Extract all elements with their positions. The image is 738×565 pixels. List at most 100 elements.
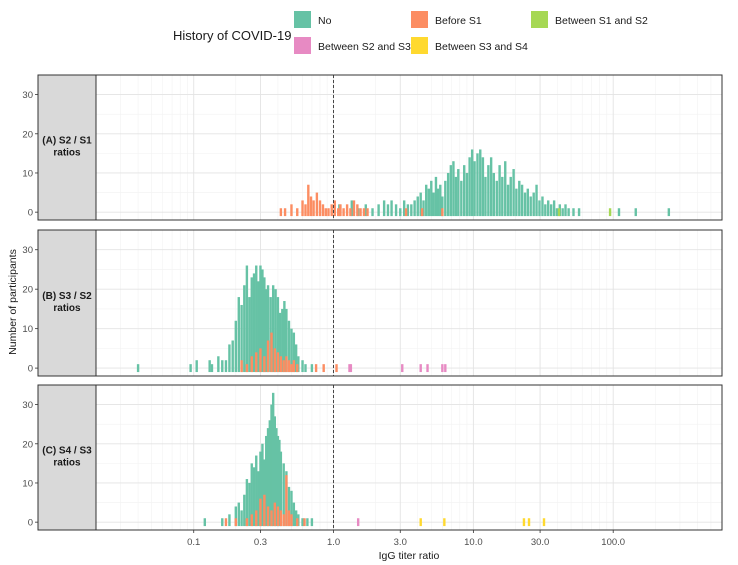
y-tick-label: 30 <box>22 400 33 411</box>
histogram-bar <box>522 518 526 527</box>
legend-swatch-between-s1-and-s2 <box>531 11 548 28</box>
histogram-bar <box>555 208 559 217</box>
histogram-bar <box>420 208 424 217</box>
histogram-bar <box>243 494 246 527</box>
histogram-bar <box>296 364 299 373</box>
histogram-bar <box>413 200 416 217</box>
histogram-bar <box>509 176 512 217</box>
histogram-bar <box>283 301 286 373</box>
bars <box>203 392 546 527</box>
histogram-bar <box>279 451 283 527</box>
histogram-bar <box>296 518 299 527</box>
y-tick-label: 0 <box>28 518 33 529</box>
histogram-bar <box>263 459 266 527</box>
histogram-bar <box>452 161 455 217</box>
histogram-bar <box>290 364 293 373</box>
histogram-bar <box>285 308 288 373</box>
histogram-bar <box>527 518 531 527</box>
histogram-bar <box>271 392 275 527</box>
histogram-bar <box>231 340 234 373</box>
histogram-bar <box>221 360 224 373</box>
histogram-bar <box>557 208 561 217</box>
histogram-bar <box>250 356 253 373</box>
y-tick-label: 30 <box>22 90 33 101</box>
histogram-bar <box>419 364 422 373</box>
panel-border <box>95 384 723 531</box>
histogram-bar <box>399 208 402 217</box>
histogram-bar <box>292 360 296 373</box>
histogram-bar <box>419 518 422 527</box>
histogram-bar <box>441 196 444 217</box>
histogram-bar <box>441 208 444 217</box>
histogram-bar <box>234 320 238 373</box>
histogram-bar <box>279 356 283 373</box>
histogram-bar <box>487 165 490 217</box>
series-between-s2-and-s3 <box>348 364 447 373</box>
facet-strip-label: (A) S2 / S1 <box>42 136 92 147</box>
histogram-bar <box>382 200 386 217</box>
plot-area <box>96 385 722 530</box>
histogram-bar <box>270 404 273 527</box>
histogram-bar <box>252 467 256 527</box>
histogram-bar <box>281 308 284 373</box>
histogram-bar <box>333 200 336 217</box>
legend-entry-between-s1-and-s2: Between S1 and S2 <box>531 11 648 28</box>
facet-strip-label: ratios <box>53 458 81 469</box>
series-between-s1-and-s2 <box>557 208 612 217</box>
legend-label: Before S1 <box>435 15 482 27</box>
histogram-bar <box>257 471 260 527</box>
histogram-bar <box>532 192 535 217</box>
histogram-bar <box>228 514 231 527</box>
histogram-bar <box>287 360 291 373</box>
histogram-bar <box>245 265 249 373</box>
histogram-bar <box>259 348 262 373</box>
histogram-bar <box>561 208 564 217</box>
histogram-bar <box>535 184 538 217</box>
histogram-bar <box>465 172 469 217</box>
histogram-bar <box>266 428 270 527</box>
histogram-bar <box>432 192 435 217</box>
histogram-bar <box>321 204 325 217</box>
histogram-bar <box>274 289 277 373</box>
histogram-bar <box>457 169 460 217</box>
histogram-bar <box>304 204 307 217</box>
legend-swatch-between-s2-and-s3 <box>294 37 311 54</box>
histogram-bar <box>240 360 243 373</box>
y-tick-label: 10 <box>22 168 33 179</box>
histogram-bar <box>481 157 485 217</box>
histogram-bar <box>224 360 228 373</box>
legend-label: Between S3 and S4 <box>435 41 528 53</box>
histogram-bar <box>263 494 266 527</box>
histogram-bar <box>322 364 325 373</box>
histogram-bar <box>314 364 318 373</box>
y-axis: 0 10 20 30 <box>22 245 38 375</box>
histogram-bar <box>250 277 253 373</box>
histogram-bar <box>318 200 322 217</box>
histogram-bar <box>523 192 527 217</box>
histogram-bar <box>529 196 532 217</box>
histogram-bar <box>356 518 360 527</box>
series-no <box>203 392 314 527</box>
legend-swatch-between-s3-and-s4 <box>411 37 428 54</box>
series-before-s1 <box>224 475 306 527</box>
histogram-bar <box>617 208 621 217</box>
x-tick-label: 3.0 <box>394 537 407 548</box>
histogram-bar <box>282 514 285 527</box>
histogram-bar <box>240 510 243 527</box>
histogram-bar <box>276 352 280 373</box>
histogram-bar <box>255 352 258 373</box>
histogram-bar <box>515 188 518 217</box>
histogram-bar <box>446 172 450 217</box>
histogram-bar <box>356 204 359 217</box>
histogram-bar <box>501 176 504 217</box>
histogram-bar <box>518 180 521 217</box>
histogram-bar <box>454 176 458 217</box>
facet-strip <box>37 74 97 221</box>
histogram-bar <box>306 518 309 527</box>
histogram-bar <box>294 344 298 373</box>
histogram-bar <box>468 157 471 217</box>
histogram-bar <box>460 180 463 217</box>
y-tick-label: 20 <box>22 285 33 296</box>
